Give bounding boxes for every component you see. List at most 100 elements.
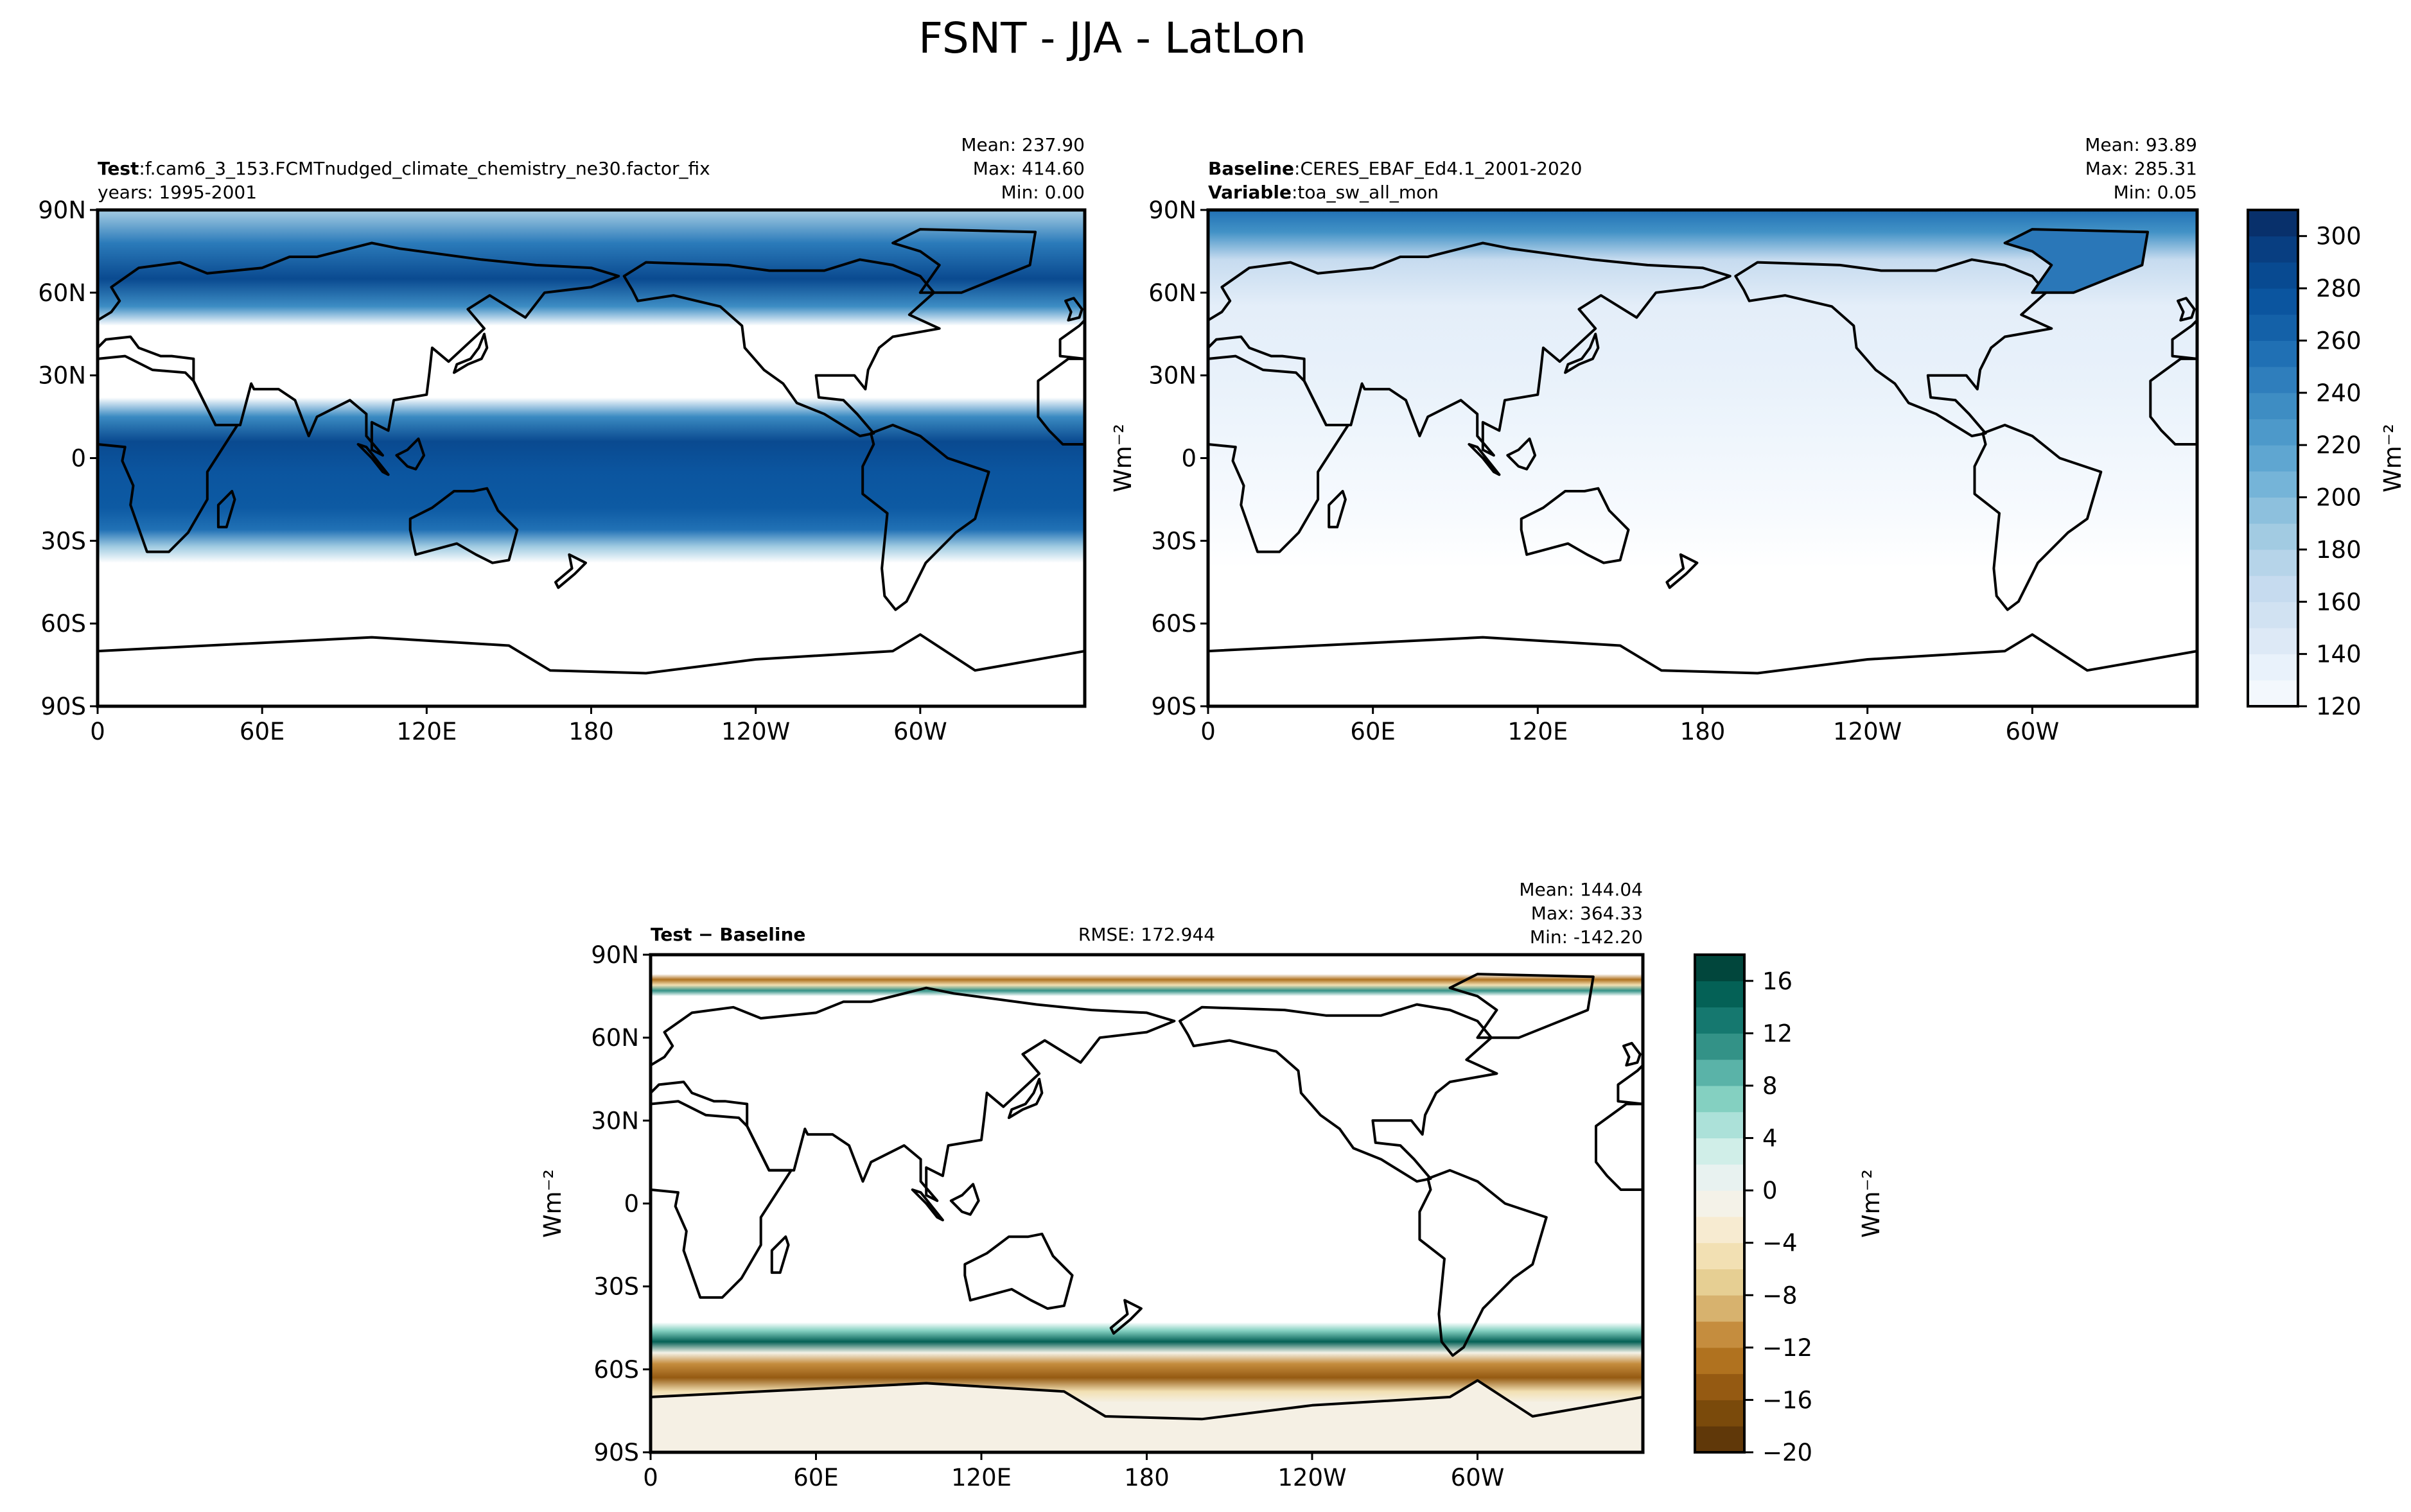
colorbar-bin [2248,654,2298,681]
colorbar-frame [1694,953,1746,1454]
lat-tick-label: 30N [591,1107,639,1134]
field-contour [98,210,1085,706]
coastline-africaW [1595,1102,1643,1191]
coastline-borneo [949,1183,980,1216]
colorbar-tick-label: 160 [2316,588,2362,616]
coastline-nz [1665,553,1699,589]
lat-tick-label: 30S [593,1273,639,1301]
lat-tick-label: 90S [1151,693,1197,720]
panel-label-bold: Test − Baseline [651,924,805,945]
lon-tick-label: 60W [2005,718,2059,745]
y-axis-label: Wm⁻² [539,1169,566,1238]
colorbar-bin [2248,367,2298,394]
coastline-samerica [1418,1169,1548,1357]
colorbar-bin [1695,1033,1744,1060]
colorbar-tick-label: 12 [1762,1020,1793,1047]
coastline-eurasia [1208,241,1732,457]
lat-tick-label: 30N [1148,362,1197,390]
coastline-namerica [622,258,941,438]
coastline-uk [2177,297,2196,322]
coastline-antarctica [651,1379,1643,1452]
colorbar-bin [2248,602,2298,629]
colorbar-tick-label: −20 [1762,1439,1812,1466]
coastlines [1208,228,2197,706]
colorbar-bin [1695,955,1744,982]
lat-tick-label: 60N [38,279,86,307]
coastline-japan [1564,333,1600,374]
colorbar-bin [2248,549,2298,577]
colorbar-bin [1695,1216,1744,1244]
colorbar-frame [2247,209,2299,708]
coastline-australia [963,1232,1074,1310]
colorbar-bin [1695,1295,1744,1322]
panel-years: years: 1995-2001 [98,182,257,203]
panel-label-bold: Baseline [1208,158,1294,179]
panel-label: Test − Baseline [651,924,805,945]
coastline-greenland [2003,228,2149,294]
coastline-antarctica [1208,633,2197,706]
lat-tick-label: 90N [1148,196,1197,224]
colorbar-bin [1695,1400,1744,1427]
panel-label-bold: Test [98,158,139,179]
colorbar-bin [1695,1347,1744,1375]
colorbar-tick-label: −4 [1762,1230,1798,1257]
lon-tick-label: 180 [1124,1464,1170,1491]
lat-tick-label: 90N [591,941,639,969]
panel-label: Baseline:CERES_EBAF_Ed4.1_2001-2020 [1208,158,1582,179]
coastline-eurasia [651,986,1176,1203]
lon-tick-label: 180 [1680,718,1726,745]
field-contour [651,955,1643,1452]
lon-tick-label: 120E [951,1464,1012,1491]
colorbar-bin [2248,210,2298,237]
coastline-sumatra [1468,443,1501,476]
coastline-uk [1622,1041,1642,1067]
coastline-japan [1007,1077,1044,1119]
lon-tick-label: 120E [396,718,457,745]
lon-tick-label: 120E [1507,718,1568,745]
lat-tick-label: 0 [71,445,86,473]
colorbar-tick-label: 8 [1762,1072,1778,1100]
colorbar-bin [1695,1269,1744,1296]
colorbar-bin [2248,445,2298,472]
coastline-nz [1109,1299,1143,1335]
colorbar-bin [1695,1164,1744,1191]
stat-2: Min: 0.05 [2114,182,2197,203]
lat-tick-label: 60S [1151,610,1197,638]
lon-tick-label: 120W [1833,718,1902,745]
figure-title: FSNT - JJA - LatLon [918,13,1306,63]
colorbar-tick-label: 0 [1762,1177,1778,1204]
coastlines [98,228,1085,706]
colorbar-tick-label: 220 [2316,431,2362,459]
lon-tick-label: 0 [90,718,105,745]
lat-tick-label: 60S [40,610,86,638]
colorbar-tick-label: 4 [1762,1125,1778,1152]
coastline-namerica [1734,258,2053,438]
coastline-greenland [891,228,1037,294]
colorbar-bin [1695,1426,1744,1453]
lon-tick-label: 60E [240,718,285,745]
coastline-europeW [2171,318,2197,360]
colorbar-tick-label: −12 [1762,1334,1812,1362]
panel-variable: Variable:toa_sw_all_mon [1208,182,1439,203]
coastline-africaW [2149,357,2197,446]
colorbar-bin [2248,340,2298,367]
colorbar-bin [2248,680,2298,707]
colorbar-bin [1695,1190,1744,1217]
coastline-eurasia [98,241,620,457]
rmse-label: RMSE: 172.944 [1078,924,1215,945]
stat-0: Mean: 93.89 [2085,134,2197,155]
coastline-africaW [1037,357,1085,446]
colorbar-bin [2248,627,2298,655]
colorbar-bin [1695,1007,1744,1034]
panel-label: Test:f.cam6_3_153.FCMTnudged_climate_che… [98,158,710,179]
coastline-nz [554,553,587,589]
stat-0: Mean: 144.04 [1519,879,1643,900]
lat-tick-label: 0 [1181,445,1197,473]
stat-2: Min: -142.20 [1530,926,1643,948]
coastline-borneo [395,437,426,471]
colorbar-tick-label: 16 [1762,968,1793,995]
colorbar-bin [1695,1059,1744,1086]
